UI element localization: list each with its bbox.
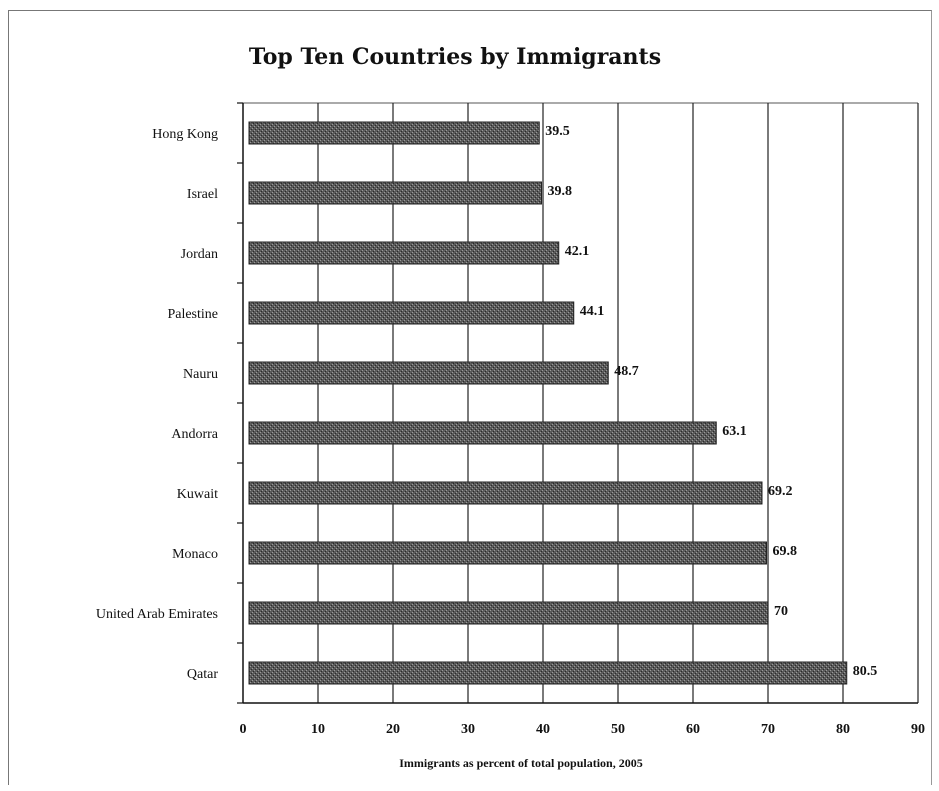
x-tick-label: 20 <box>386 722 400 737</box>
value-label: 39.8 <box>548 184 573 199</box>
category-label: Hong Kong <box>152 127 218 142</box>
bars <box>248 121 848 685</box>
chart-frame <box>8 10 932 785</box>
x-tick-label: 0 <box>240 722 247 737</box>
value-label: 70 <box>774 604 788 619</box>
category-label: Jordan <box>181 247 218 262</box>
value-label: 42.1 <box>565 244 590 259</box>
bar <box>248 661 848 685</box>
value-label: 39.5 <box>545 124 570 139</box>
x-tick-label: 10 <box>311 722 325 737</box>
value-label: 80.5 <box>853 664 878 679</box>
category-label: Kuwait <box>177 487 218 502</box>
bar <box>248 361 609 385</box>
x-tick-label: 90 <box>911 722 925 737</box>
labels: 0 10 20 30 40 50 60 70 80 90 Hong Kong 39.5 Israel 39… <box>96 124 925 737</box>
value-label: 48.7 <box>614 364 639 379</box>
x-tick-label: 70 <box>761 722 775 737</box>
axes <box>237 102 918 704</box>
category-label: United Arab Emirates <box>96 607 218 622</box>
category-label: Qatar <box>187 667 218 682</box>
x-tick-label: 30 <box>461 722 475 737</box>
category-label: Monaco <box>172 547 218 562</box>
x-tick-label: 50 <box>611 722 625 737</box>
x-tick-label: 40 <box>536 722 550 737</box>
category-label: Nauru <box>183 367 218 382</box>
x-tick-label: 60 <box>686 722 700 737</box>
bar <box>248 421 717 445</box>
value-label: 69.8 <box>773 544 798 559</box>
bar <box>248 121 540 145</box>
value-label: 69.2 <box>768 484 793 499</box>
category-label: Andorra <box>171 427 218 442</box>
bar <box>248 301 575 325</box>
x-tick-label: 80 <box>836 722 850 737</box>
category-label: Palestine <box>167 307 218 322</box>
value-label: 63.1 <box>722 424 747 439</box>
value-label: 44.1 <box>580 304 605 319</box>
bar <box>248 601 769 625</box>
x-axis-label: Immigrants as percent of total populatio… <box>399 756 642 770</box>
bar <box>248 541 767 565</box>
bar <box>248 181 542 205</box>
bar <box>248 481 763 505</box>
chart-title: Top Ten Countries by Immigrants <box>249 44 661 70</box>
category-label: Israel <box>187 187 218 202</box>
bar <box>248 241 560 265</box>
